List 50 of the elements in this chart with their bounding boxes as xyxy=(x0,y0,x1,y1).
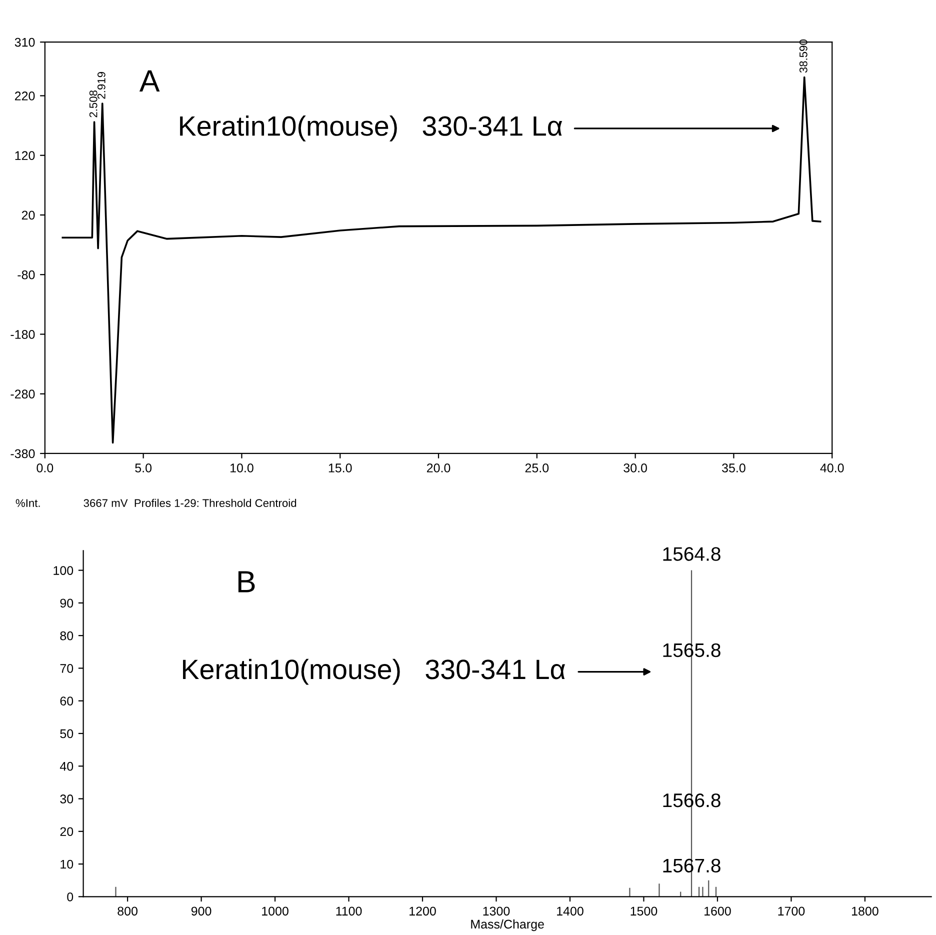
y-tick-label: 30 xyxy=(60,794,74,804)
x-tick-label: 1600 xyxy=(704,906,731,916)
y-tick-label: 120 xyxy=(15,151,35,160)
x-tick-label: 10.0 xyxy=(230,464,254,472)
annotation: Keratin10(mouse) 330-341 Lα xyxy=(180,116,562,142)
x-tick-label: 20.0 xyxy=(426,464,450,472)
x-tick-label: 1400 xyxy=(557,906,584,916)
x-tick-label: 40.0 xyxy=(820,464,844,472)
y-tick-label: -180 xyxy=(10,330,35,339)
annotation: 2.508 xyxy=(89,90,98,118)
x-tick-label: 1500 xyxy=(630,906,658,916)
x-tick-label: 900 xyxy=(191,906,212,916)
y-tick-label: -280 xyxy=(10,390,35,399)
x-axis-title: Mass/Charge xyxy=(471,919,544,932)
x-tick-label: 1200 xyxy=(410,906,436,916)
annotation: 2.919 xyxy=(97,72,106,99)
x-tick-label: 1100 xyxy=(336,906,362,916)
y-axis-title: %Int. xyxy=(16,499,40,507)
y-tick-label: 90 xyxy=(60,598,74,608)
annotation: Keratin10(mouse) 330-341 Lα xyxy=(183,658,566,685)
y-tick-label: 100 xyxy=(54,566,74,575)
annotation: B xyxy=(238,571,255,592)
x-tick-label: 0.0 xyxy=(36,464,54,472)
x-tick-label: 30.0 xyxy=(624,464,647,472)
chart-subtitle: 3667 mV Profiles 1-29: Threshold Centroid xyxy=(84,498,296,508)
x-tick-label: 1700 xyxy=(778,906,805,916)
annotation: 1564.8 xyxy=(663,547,720,561)
x-tick-label: 1300 xyxy=(483,906,510,916)
annotation: A xyxy=(139,70,160,92)
y-tick-label: -80 xyxy=(18,270,35,280)
y-tick-label: 80 xyxy=(60,631,74,640)
y-tick-label: 310 xyxy=(14,38,35,47)
x-tick-label: 800 xyxy=(118,906,138,916)
x-tick-label: 25.0 xyxy=(525,464,549,472)
y-tick-label: 0 xyxy=(67,892,74,902)
y-tick-label: -380 xyxy=(10,449,35,458)
x-tick-label: 5.0 xyxy=(135,464,152,472)
y-tick-label: 70 xyxy=(60,664,74,673)
y-tick-label: 50 xyxy=(60,729,74,738)
y-tick-label: 10 xyxy=(60,860,74,869)
x-tick-label: 35.0 xyxy=(722,464,746,472)
x-tick-label: 1800 xyxy=(852,906,878,916)
y-tick-label: 20 xyxy=(22,210,35,220)
x-tick-label: 1000 xyxy=(262,906,288,916)
annotation: 38.590 xyxy=(799,40,808,73)
y-tick-label: 20 xyxy=(60,827,74,836)
x-tick-label: 15.0 xyxy=(328,464,352,472)
y-tick-label: 60 xyxy=(60,696,74,706)
y-tick-label: 40 xyxy=(60,762,74,771)
y-tick-label: 220 xyxy=(14,92,35,100)
